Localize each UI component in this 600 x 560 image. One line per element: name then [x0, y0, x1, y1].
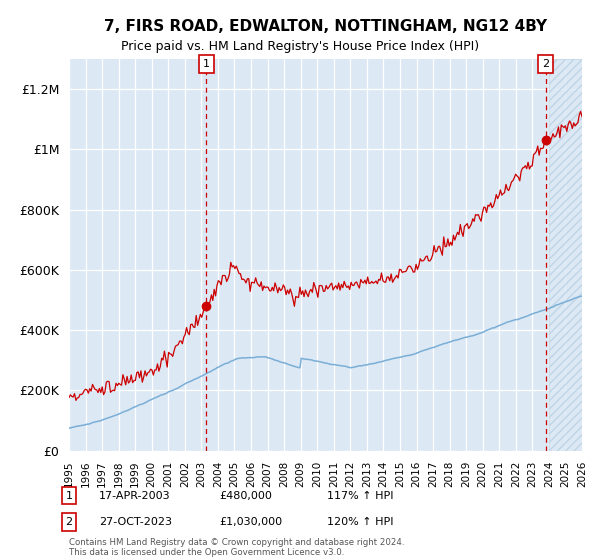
Text: £1,030,000: £1,030,000 [219, 517, 282, 527]
Text: £480,000: £480,000 [219, 491, 272, 501]
Bar [549, 59, 582, 451]
Text: Price paid vs. HM Land Registry's House Price Index (HPI): Price paid vs. HM Land Registry's House … [121, 40, 479, 53]
Text: Contains HM Land Registry data © Crown copyright and database right 2024.
This d: Contains HM Land Registry data © Crown c… [69, 538, 404, 557]
Text: 1: 1 [203, 59, 209, 69]
Text: 2: 2 [65, 517, 73, 527]
Text: 27-OCT-2023: 27-OCT-2023 [99, 517, 172, 527]
Text: 2: 2 [542, 59, 550, 69]
Text: 17-APR-2003: 17-APR-2003 [99, 491, 170, 501]
Text: 117% ↑ HPI: 117% ↑ HPI [327, 491, 394, 501]
Bar [549, 59, 582, 451]
Title: 7, FIRS ROAD, EDWALTON, NOTTINGHAM, NG12 4BY: 7, FIRS ROAD, EDWALTON, NOTTINGHAM, NG12… [104, 19, 547, 34]
Text: 1: 1 [65, 491, 73, 501]
Text: 120% ↑ HPI: 120% ↑ HPI [327, 517, 394, 527]
